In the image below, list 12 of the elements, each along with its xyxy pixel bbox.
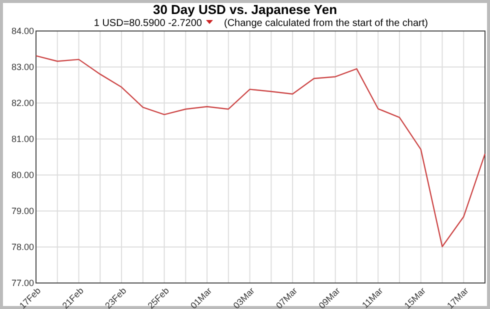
- line-series: [35, 55, 486, 248]
- y-tick-label: 77.00: [11, 278, 34, 288]
- y-tick-label: 82.00: [11, 98, 34, 108]
- y-tick-label: 79.00: [11, 206, 34, 216]
- chart-subtitle: 1 USD=80.5900 -2.7200: [94, 18, 202, 29]
- y-tick-label: 80.00: [11, 170, 34, 180]
- text: (Change calculated from the start of the chart): [224, 18, 428, 29]
- y-tick-label: 84.00: [11, 26, 34, 36]
- chart-title: 30 Day USD vs. Japanese Yen: [152, 2, 338, 17]
- y-tick-label: 81.00: [11, 134, 34, 144]
- y-tick-label: 83.00: [11, 62, 34, 72]
- y-tick-label: 78.00: [11, 242, 34, 252]
